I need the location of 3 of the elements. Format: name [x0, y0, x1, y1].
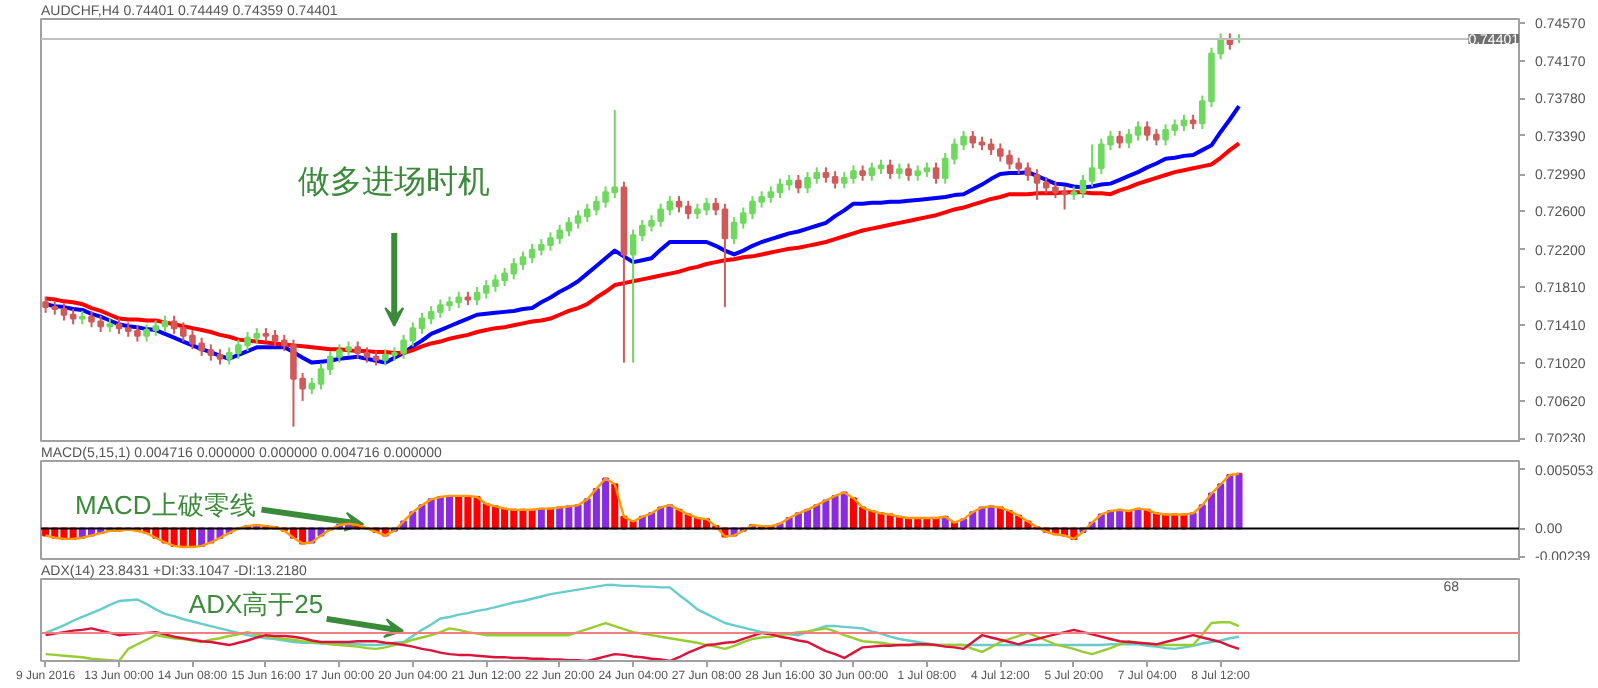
- annotation: 做多进场时机: [298, 164, 491, 201]
- annotation: MACD上破零线: [75, 490, 256, 521]
- annotation: ADX高于25: [188, 588, 324, 619]
